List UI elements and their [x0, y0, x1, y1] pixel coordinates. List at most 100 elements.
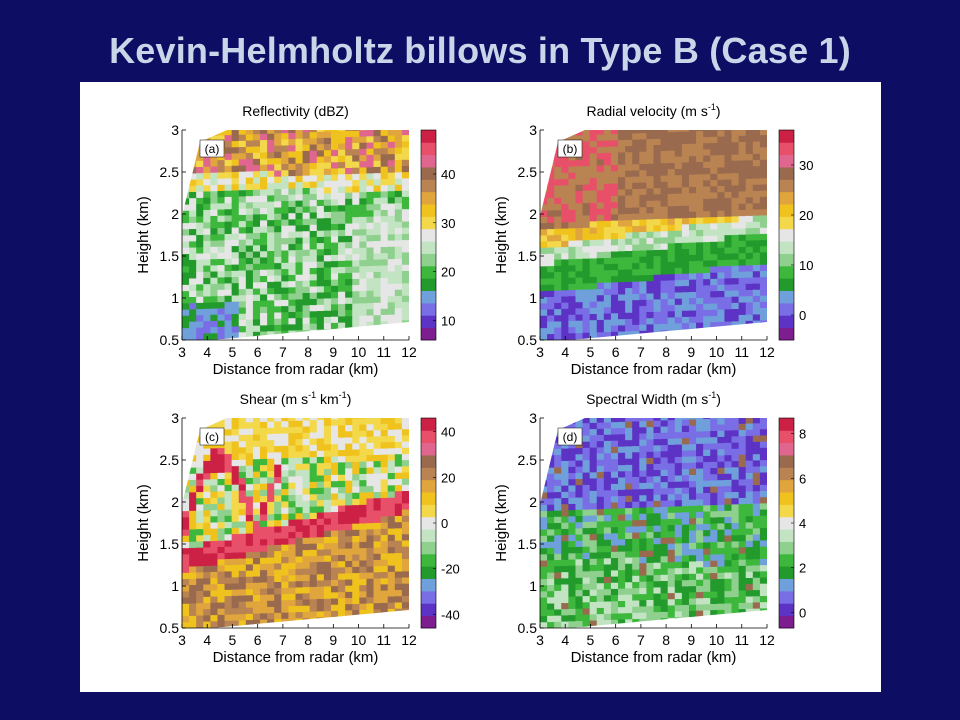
heatmap-cell — [674, 149, 683, 157]
heatmap-cell — [688, 186, 697, 194]
heatmap-cell — [238, 319, 247, 327]
heatmap-cell — [688, 492, 697, 500]
heatmap-cell — [660, 450, 669, 458]
heatmap-cell — [345, 461, 353, 469]
heatmap-cell — [589, 276, 598, 284]
colorbar-tick-label: 8 — [799, 427, 806, 442]
heatmap-cell — [674, 211, 683, 219]
heatmap-cell — [352, 142, 360, 150]
heatmap-cell — [674, 425, 683, 433]
heatmap-cell — [359, 442, 368, 450]
heatmap-cell — [575, 546, 584, 554]
heatmap-cell — [252, 158, 261, 166]
heatmap-cell — [245, 244, 254, 252]
heatmap-cell — [359, 535, 368, 542]
heatmap-cell — [380, 153, 389, 161]
heatmap-cell — [359, 590, 368, 598]
heatmap-cell — [618, 250, 626, 258]
heatmap-cell — [323, 161, 332, 169]
heatmap-cell — [394, 313, 403, 321]
heatmap-cell — [582, 130, 591, 136]
heatmap-cell — [338, 130, 346, 138]
heatmap-cell — [596, 533, 605, 541]
heatmap-cell — [759, 165, 767, 173]
heatmap-cell — [618, 318, 626, 326]
heatmap-cell — [323, 418, 332, 420]
heatmap-cell — [295, 267, 304, 275]
heatmap-cell — [338, 418, 346, 420]
heatmap-cell — [752, 601, 761, 609]
heatmap-cell — [231, 130, 240, 135]
heatmap-cell — [267, 250, 275, 258]
heatmap-cell — [394, 595, 403, 603]
heatmap-cell — [380, 196, 389, 204]
heatmap-cell — [203, 497, 211, 505]
heatmap-cell — [575, 496, 584, 504]
heatmap-cell — [561, 271, 569, 278]
heatmap-cell — [575, 422, 584, 430]
heatmap-cell — [302, 150, 311, 158]
heatmap-cell — [359, 284, 368, 291]
heatmap-cell — [738, 577, 747, 585]
heatmap-cell — [547, 284, 555, 291]
heatmap-cell — [610, 195, 619, 203]
heatmap-cell — [274, 219, 282, 227]
heatmap-cell — [667, 316, 676, 324]
heatmap-cell — [316, 131, 325, 139]
heatmap-cell — [352, 609, 360, 617]
heatmap-cell — [646, 132, 655, 140]
heatmap-cell — [724, 553, 733, 561]
heatmap-cell — [632, 194, 640, 202]
heatmap-cell — [245, 446, 254, 454]
heatmap-cell — [696, 572, 704, 580]
heatmap-cell — [639, 476, 647, 483]
heatmap-cell — [295, 586, 304, 594]
heatmap-cell — [710, 541, 718, 549]
heatmap-cell — [561, 166, 569, 173]
heatmap-cell — [196, 296, 204, 303]
heatmap-cell — [674, 598, 683, 606]
heatmap-cell — [359, 185, 368, 193]
heatmap-cell — [554, 577, 562, 585]
heatmap-cell — [338, 572, 346, 580]
heatmap-cell — [387, 453, 396, 461]
heatmap-cell — [547, 302, 555, 310]
heatmap-cell — [696, 217, 704, 224]
heatmap-cell — [575, 264, 584, 272]
x-tick-label: 6 — [254, 344, 262, 360]
heatmap-cell — [603, 325, 612, 333]
heatmap-cell — [252, 446, 261, 454]
heatmap-cell — [603, 294, 612, 302]
heatmap-cell — [738, 503, 747, 511]
heatmap-cell — [387, 196, 396, 204]
heatmap-cell — [217, 184, 226, 191]
heatmap-cell — [231, 233, 240, 240]
heatmap-cell — [745, 227, 754, 235]
heatmap-cell — [639, 537, 647, 545]
heatmap-cell — [316, 450, 325, 457]
heatmap-cell — [260, 618, 268, 626]
heatmap-cell — [274, 562, 282, 570]
heatmap-cell — [231, 496, 240, 504]
heatmap-cell — [267, 176, 275, 184]
heatmap-cell — [575, 202, 584, 210]
heatmap-cell — [632, 593, 640, 601]
heatmap-cell — [646, 224, 655, 232]
heatmap-cell — [309, 230, 318, 238]
colorbar-segment — [779, 603, 794, 617]
heatmap-cell — [674, 285, 683, 293]
heatmap-cell — [309, 267, 318, 275]
heatmap-cell — [359, 430, 368, 437]
heatmap-cell — [338, 474, 346, 481]
heatmap-cell — [759, 484, 767, 492]
heatmap-cell — [625, 281, 633, 289]
heatmap-cell — [281, 317, 289, 325]
heatmap-cell — [189, 290, 197, 297]
heatmap-cell — [731, 565, 740, 573]
heatmap-cell — [309, 193, 318, 201]
heatmap-cell — [674, 230, 683, 237]
heatmap-cell — [547, 234, 555, 242]
heatmap-cell — [625, 464, 633, 472]
heatmap-cell — [603, 275, 612, 283]
heatmap-cell — [196, 559, 204, 567]
